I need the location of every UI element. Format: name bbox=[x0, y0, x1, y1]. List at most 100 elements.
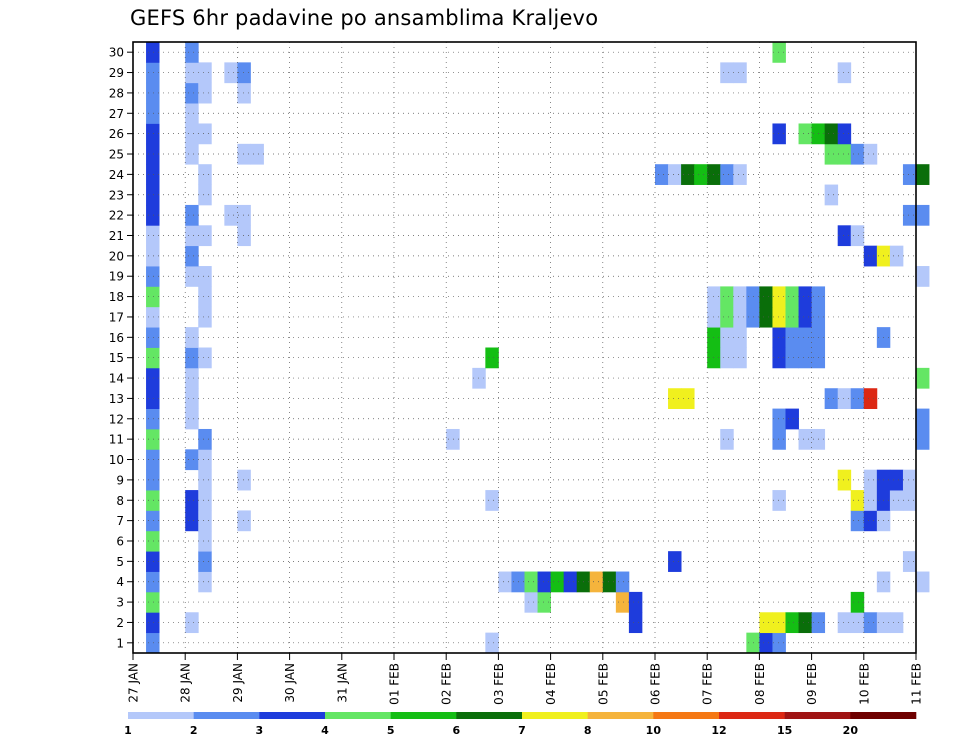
heatmap-cell bbox=[902, 204, 917, 226]
colorbar-label: 20 bbox=[843, 724, 859, 737]
heatmap-cell bbox=[916, 266, 930, 287]
heatmap-cell bbox=[198, 82, 212, 104]
colorbar-segment bbox=[587, 712, 654, 719]
cells-layer bbox=[146, 42, 930, 654]
heatmap-cell bbox=[485, 632, 499, 654]
heatmap-cell bbox=[850, 591, 865, 613]
y-tick-label: 18 bbox=[109, 290, 124, 304]
y-tick-label: 23 bbox=[109, 188, 124, 202]
heatmap-cell bbox=[185, 245, 199, 267]
heatmap-cell bbox=[889, 245, 904, 267]
heatmap-cell bbox=[628, 612, 643, 634]
heatmap-cell bbox=[146, 204, 160, 226]
y-tick-label: 2 bbox=[116, 616, 124, 630]
heatmap-cell bbox=[524, 571, 538, 593]
x-tick-label: 08 FEB bbox=[753, 663, 767, 705]
heatmap-cell bbox=[798, 286, 812, 308]
colorbar-segment bbox=[325, 712, 391, 719]
heatmap-cell bbox=[485, 490, 499, 511]
colorbar-segment bbox=[522, 712, 588, 719]
heatmap-cell bbox=[798, 123, 812, 145]
heatmap-cell bbox=[772, 612, 786, 634]
heatmap-cell bbox=[185, 408, 199, 430]
heatmap-cell bbox=[185, 62, 199, 84]
y-tick-label: 16 bbox=[109, 331, 124, 345]
heatmap-cell bbox=[733, 347, 747, 369]
colorbar-segment bbox=[456, 712, 523, 719]
colorbar-segment bbox=[784, 712, 851, 719]
heatmap-cell bbox=[733, 164, 747, 185]
y-tick-label: 19 bbox=[109, 270, 124, 284]
heatmap-cell bbox=[668, 388, 682, 409]
x-tick-label: 07 FEB bbox=[701, 663, 715, 705]
heatmap-cell bbox=[185, 388, 199, 409]
x-tick-label: 28 JAN bbox=[179, 663, 193, 703]
x-tick-label: 10 FEB bbox=[857, 663, 871, 705]
colorbar-label: 15 bbox=[777, 724, 792, 737]
heatmap-cell bbox=[850, 612, 865, 634]
heatmap-cell bbox=[146, 367, 160, 389]
colorbar-label: 8 bbox=[584, 724, 592, 737]
heatmap-cell bbox=[146, 510, 160, 532]
heatmap-cell bbox=[916, 428, 930, 450]
heatmap-cell bbox=[720, 164, 734, 185]
heatmap-cell bbox=[146, 449, 160, 471]
y-tick-label: 15 bbox=[109, 351, 124, 365]
y-tick-label: 7 bbox=[116, 514, 124, 528]
heatmap-cell bbox=[146, 245, 160, 267]
heatmap-cell bbox=[837, 143, 852, 165]
heatmap-cell bbox=[681, 164, 695, 185]
heatmap-cell bbox=[237, 62, 251, 84]
colorbar-label: 12 bbox=[711, 724, 726, 737]
heatmap-cell bbox=[146, 62, 160, 84]
heatmap-cell bbox=[916, 571, 930, 593]
heatmap-cell bbox=[863, 245, 878, 267]
heatmap-cell bbox=[720, 306, 734, 328]
y-tick-label: 27 bbox=[109, 107, 124, 121]
heatmap-cell bbox=[837, 123, 852, 145]
heatmap-cell bbox=[198, 469, 212, 491]
heatmap-cell bbox=[863, 510, 878, 532]
heatmap-cell bbox=[902, 551, 917, 572]
heatmap-cell bbox=[146, 327, 160, 348]
heatmap-cell bbox=[615, 591, 630, 613]
y-axis: 1234567891011121314151617181920212223242… bbox=[109, 46, 133, 650]
colorbar-label: 2 bbox=[190, 724, 198, 737]
y-tick-label: 13 bbox=[109, 392, 124, 406]
heatmap-cell bbox=[146, 164, 160, 185]
gridlines bbox=[133, 42, 916, 653]
heatmap-cell bbox=[772, 408, 786, 430]
heatmap-cell bbox=[733, 286, 747, 308]
heatmap-cell bbox=[837, 225, 852, 247]
y-tick-label: 6 bbox=[116, 534, 124, 548]
heatmap-cell bbox=[902, 469, 917, 491]
heatmap-cell bbox=[798, 306, 812, 328]
heatmap-cell bbox=[602, 571, 617, 593]
plot-frame bbox=[132, 41, 917, 654]
heatmap-cell bbox=[889, 469, 904, 491]
heatmap-cell bbox=[146, 551, 160, 572]
heatmap-cell bbox=[720, 327, 734, 348]
heatmap-cell bbox=[785, 612, 799, 634]
heatmap-cell bbox=[185, 612, 199, 634]
heatmap-cell bbox=[733, 327, 747, 348]
heatmap-cell bbox=[720, 286, 734, 308]
colorbar-legend: 1 2 3 4 5 6 7 8 10 12 15 20 bbox=[124, 712, 917, 737]
heatmap-cell bbox=[185, 42, 199, 63]
heatmap-cell bbox=[824, 388, 839, 409]
heatmap-cell bbox=[824, 123, 839, 145]
y-tick-label: 28 bbox=[109, 86, 124, 100]
x-tick-label: 06 FEB bbox=[649, 663, 663, 705]
x-tick-label: 05 FEB bbox=[596, 663, 610, 705]
colorbar-label: 4 bbox=[321, 724, 329, 737]
colorbar-segment bbox=[193, 712, 260, 719]
heatmap-cell bbox=[237, 143, 251, 165]
heatmap-cell bbox=[446, 428, 460, 450]
heatmap-cell bbox=[759, 632, 773, 654]
heatmap-cell bbox=[146, 103, 160, 124]
heatmap-cell bbox=[146, 143, 160, 165]
colorbar-segment bbox=[128, 712, 194, 719]
y-tick-label: 29 bbox=[109, 66, 124, 80]
heatmap-cell bbox=[759, 286, 773, 308]
